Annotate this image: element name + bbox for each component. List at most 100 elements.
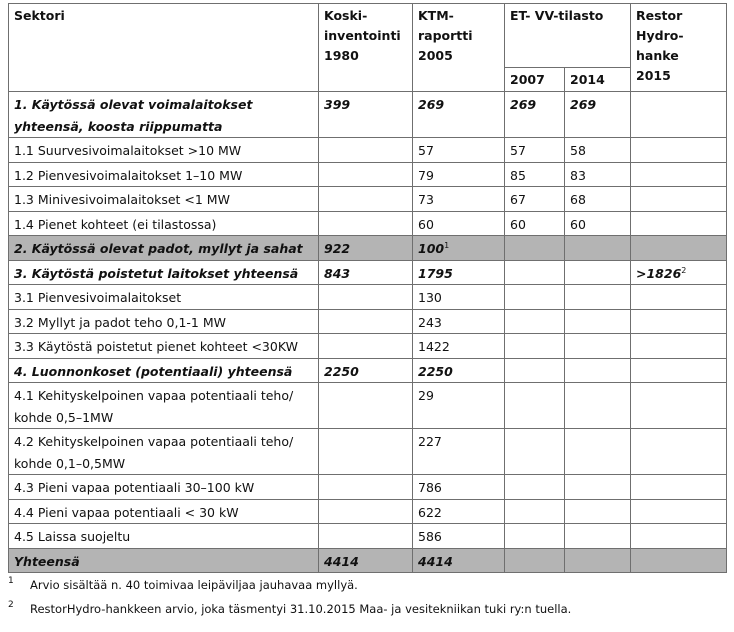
cell-c3 bbox=[504, 382, 565, 429]
cell-c5 bbox=[630, 428, 728, 475]
table-row: 1.1 Suurvesivoimalaitokset >10 MW 57 57 58 bbox=[8, 137, 728, 163]
cell-c1 bbox=[318, 474, 413, 500]
cell-c1 bbox=[318, 186, 413, 212]
cell-c2: 29 bbox=[412, 382, 505, 429]
cell-c1: 2250 bbox=[318, 357, 413, 383]
cell-c3 bbox=[504, 333, 565, 359]
cell-c1: 922 bbox=[318, 235, 413, 261]
cell-c5 bbox=[630, 210, 728, 236]
footnote-number: 2 bbox=[8, 600, 14, 610]
row-label: 1.3 Minivesivoimalaitokset <1 MW bbox=[8, 186, 319, 212]
cell-c2: 227 bbox=[412, 428, 505, 475]
footnote-ref: 2 bbox=[681, 265, 687, 275]
footnote-number: 1 bbox=[8, 576, 14, 586]
table-row: 2. Käytössä olevat padot, myllyt ja saha… bbox=[8, 235, 728, 261]
cell-c1 bbox=[318, 161, 413, 187]
row-label: 2. Käytössä olevat padot, myllyt ja saha… bbox=[8, 235, 319, 261]
cell-value: 1422 bbox=[418, 339, 450, 354]
cell-value: 29 bbox=[418, 388, 434, 403]
table-row: 1. Käytössä olevat voimalaitokset yhteen… bbox=[8, 91, 728, 138]
row-label: Yhteensä bbox=[8, 547, 319, 573]
cell-c4 bbox=[563, 284, 632, 310]
cell-value: 58 bbox=[570, 143, 586, 158]
cell-c2: 4414 bbox=[412, 547, 505, 573]
cell-c1: 843 bbox=[318, 259, 413, 285]
cell-c1: 399 bbox=[318, 91, 413, 138]
cell-c2: 243 bbox=[412, 308, 505, 334]
cell-value: 586 bbox=[418, 529, 442, 544]
cell-c1 bbox=[318, 382, 413, 429]
cell-value: 269 bbox=[570, 97, 597, 112]
table-row: Yhteensä 4414 4414 bbox=[8, 547, 728, 573]
cell-value: 100 bbox=[418, 241, 445, 256]
cell-c5 bbox=[630, 137, 728, 163]
cell-c3 bbox=[504, 428, 565, 475]
cell-c2: 1422 bbox=[412, 333, 505, 359]
cell-value: 68 bbox=[570, 192, 586, 207]
cell-c4 bbox=[563, 474, 632, 500]
cell-c2: 2250 bbox=[412, 357, 505, 383]
cell-c1 bbox=[318, 210, 413, 236]
cell-value: 922 bbox=[324, 241, 351, 256]
cell-c5 bbox=[630, 523, 728, 549]
cell-value: 60 bbox=[418, 216, 434, 232]
cell-c2: 73 bbox=[412, 186, 505, 212]
table-row: 4.5 Laissa suojeltu 586 bbox=[8, 523, 728, 549]
cell-c2: 1795 bbox=[412, 259, 505, 285]
cell-c4: 60 bbox=[563, 210, 632, 236]
cell-value: >1826 bbox=[636, 265, 682, 281]
cell-value: 227 bbox=[418, 434, 442, 449]
row-label: 3. Käytöstä poistetut laitokset yhteensä bbox=[8, 259, 319, 285]
cell-value: 269 bbox=[418, 97, 445, 112]
row-label: 3.3 Käytöstä poistetut pienet kohteet <3… bbox=[8, 333, 319, 359]
cell-value: 130 bbox=[418, 290, 442, 305]
cell-c3 bbox=[504, 259, 565, 285]
table-row: 3. Käytöstä poistetut laitokset yhteensä… bbox=[8, 259, 728, 285]
table-row: 3.3 Käytöstä poistetut pienet kohteet <3… bbox=[8, 333, 728, 359]
cell-value: 786 bbox=[418, 480, 442, 495]
cell-c3 bbox=[504, 498, 565, 524]
cell-value: 79 bbox=[418, 167, 434, 183]
table-row: 1.2 Pienvesivoimalaitokset 1–10 MW 79 85 83 bbox=[8, 161, 728, 187]
header-sector: Sektori bbox=[8, 3, 319, 92]
cell-c3: 60 bbox=[504, 210, 565, 236]
row-label: 4.5 Laissa suojeltu bbox=[8, 523, 319, 549]
cell-value: 399 bbox=[324, 97, 351, 112]
cell-c5 bbox=[630, 308, 728, 334]
cell-c4 bbox=[563, 523, 632, 549]
footnote-text: Arvio sisältää n. 40 toimivaa leipävilja… bbox=[30, 578, 358, 592]
cell-c5 bbox=[630, 547, 728, 573]
header-2014: 2014 bbox=[563, 67, 632, 92]
row-label: 1.4 Pienet kohteet (ei tilastossa) bbox=[8, 210, 319, 236]
cell-value: 57 bbox=[510, 143, 526, 158]
table-row: 4.4 Pieni vapaa potentiaali < 30 kW 622 bbox=[8, 498, 728, 524]
cell-c2: 1001 bbox=[412, 235, 505, 261]
header-koski: Koski- inventointi 1980 bbox=[318, 3, 413, 92]
cell-c4 bbox=[563, 333, 632, 359]
cell-c5 bbox=[630, 91, 728, 138]
cell-c5: >18262 bbox=[630, 259, 728, 285]
cell-c2: 130 bbox=[412, 284, 505, 310]
cell-c4: 58 bbox=[563, 137, 632, 163]
cell-c1 bbox=[318, 523, 413, 549]
footnote: 1 Arvio sisältää n. 40 toimivaa leipävilj… bbox=[8, 576, 726, 600]
cell-c1 bbox=[318, 498, 413, 524]
sector-table: Sektori Koski- inventointi 1980 KTM- rap… bbox=[8, 3, 728, 573]
row-label: 3.1 Pienvesivoimalaitokset bbox=[8, 284, 319, 310]
cell-value: 2250 bbox=[324, 363, 359, 379]
cell-c1 bbox=[318, 284, 413, 310]
cell-c5 bbox=[630, 382, 728, 429]
cell-c3: 85 bbox=[504, 161, 565, 187]
header-restor: Restor Hydro- hanke 2015 bbox=[630, 3, 728, 92]
cell-value: 243 bbox=[418, 314, 442, 330]
cell-c3: 57 bbox=[504, 137, 565, 163]
cell-c3 bbox=[504, 474, 565, 500]
cell-c1: 4414 bbox=[318, 547, 413, 573]
cell-c5 bbox=[630, 235, 728, 261]
cell-c4 bbox=[563, 547, 632, 573]
cell-c4 bbox=[563, 428, 632, 475]
cell-c5 bbox=[630, 357, 728, 383]
cell-c4 bbox=[563, 382, 632, 429]
cell-c4 bbox=[563, 308, 632, 334]
row-label: 4. Luonnonkoset (potentiaali) yhteensä bbox=[8, 357, 319, 383]
